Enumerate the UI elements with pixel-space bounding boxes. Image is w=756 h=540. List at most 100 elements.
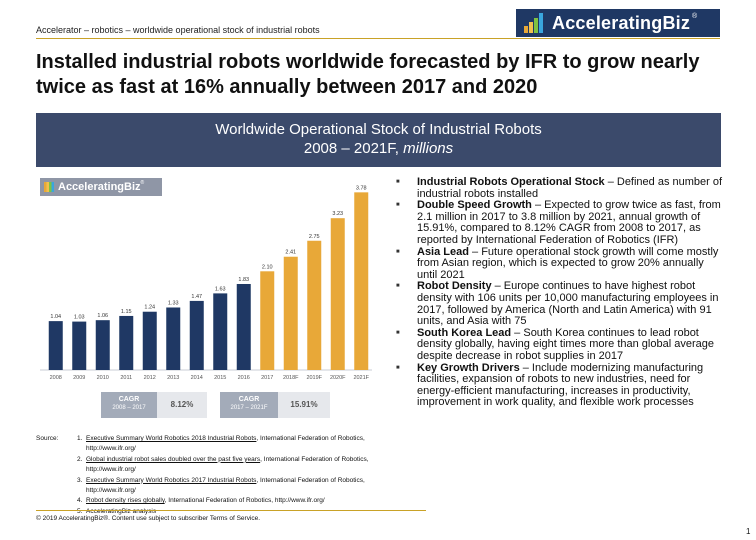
chart-subtitle-unit: millions bbox=[403, 140, 454, 157]
source-number: 4. bbox=[77, 497, 83, 505]
brand-registered-mark: ® bbox=[692, 13, 698, 20]
cagr-value-1: 8.12% bbox=[157, 392, 207, 418]
key-point: Industrial Robots Operational Stock – De… bbox=[396, 176, 726, 200]
key-point: South Korea Lead – South Korea continues… bbox=[396, 326, 726, 363]
chart-logo-name: AcceleratingBiz bbox=[58, 181, 141, 193]
source-text: , International Federation of Robotics, … bbox=[86, 435, 365, 453]
source-item: 4. Robot density rises globally, Internat… bbox=[77, 496, 386, 506]
bar-value-label: 2.75 bbox=[309, 234, 320, 240]
bar-value-label: 1.33 bbox=[168, 300, 179, 306]
brand-name: AcceleratingBiz bbox=[552, 12, 691, 33]
logo-mark-icon bbox=[44, 182, 54, 192]
key-point: Double Speed Growth – Expected to grow t… bbox=[396, 199, 726, 246]
source-link[interactable]: Robot density rises globally bbox=[86, 497, 165, 505]
cagr-title-1: CAGR bbox=[118, 396, 140, 403]
x-tick-label: 2017 bbox=[261, 375, 273, 381]
key-point-text: – South Korea continues to lead robot de… bbox=[417, 326, 714, 362]
key-point-term: South Korea Lead bbox=[417, 326, 512, 339]
bar-value-label: 2.10 bbox=[262, 264, 273, 270]
bar-value-label: 1.47 bbox=[191, 294, 202, 300]
x-tick-label: 2021F bbox=[353, 375, 369, 381]
x-tick-label: 2013 bbox=[167, 375, 179, 381]
page-number: 1 bbox=[746, 527, 751, 536]
key-point-term: Robot Density bbox=[417, 280, 492, 293]
key-point-term: Double Speed Growth bbox=[417, 199, 532, 212]
bar-value-label: 3.78 bbox=[356, 185, 367, 191]
bar-value-label: 1.83 bbox=[238, 277, 249, 283]
cagr-period-2: 2017 – 2021F bbox=[230, 405, 268, 411]
key-point: Asia Lead – Future operational stock gro… bbox=[396, 245, 726, 282]
x-tick-label: 2015 bbox=[214, 375, 226, 381]
bar-2014 bbox=[189, 300, 204, 370]
bar-value-label: 2.41 bbox=[285, 250, 296, 256]
bar-chart-svg: 1.04 2008 1.03 2009 1.06 2010 1.15 2011 1.24 2012… bbox=[40, 185, 372, 381]
source-number: 5. bbox=[77, 507, 83, 515]
bar-value-label: 1.24 bbox=[144, 305, 155, 311]
source-link[interactable]: Executive Summary World Robotics 2017 In… bbox=[86, 476, 257, 484]
x-tick-label: 2010 bbox=[97, 375, 109, 381]
key-point-text: – Expected to grow twice as fast, from 2… bbox=[417, 199, 721, 246]
copyright-notice: © 2019 AcceleratingBiz®. Content use sub… bbox=[36, 515, 261, 522]
brand-logo: AcceleratingBiz ® bbox=[516, 9, 720, 37]
chart-title: Worldwide Operational Stock of Industria… bbox=[215, 121, 542, 138]
bar-value-label: 1.06 bbox=[97, 313, 108, 319]
bar-2009 bbox=[72, 321, 87, 370]
source-item: 3. Executive Summary World Robotics 2017 … bbox=[77, 476, 386, 497]
key-point-term: Asia Lead bbox=[417, 245, 469, 258]
x-tick-label: 2011 bbox=[120, 375, 132, 381]
key-point-text: – Include modernizing manufacturing faci… bbox=[417, 361, 704, 409]
cagr-value-2: 15.91% bbox=[278, 392, 330, 418]
source-text: AcceleratingBiz analysis bbox=[86, 507, 157, 515]
cagr-panel-1: CAGR 2008 – 2017 8.12% bbox=[101, 392, 223, 418]
source-text: , International Federation of Robotics, … bbox=[86, 476, 365, 495]
bar-value-label: 1.03 bbox=[74, 315, 85, 321]
cagr-label-2: CAGR 2017 – 2021F bbox=[220, 392, 278, 418]
x-tick-label: 2009 bbox=[73, 375, 85, 381]
bar-2008 bbox=[48, 321, 63, 370]
bar-2013 bbox=[166, 307, 181, 370]
x-tick-label: 2014 bbox=[191, 375, 203, 381]
cagr-label-1: CAGR 2008 – 2017 bbox=[101, 392, 157, 418]
x-tick-label: 2020F bbox=[330, 375, 346, 381]
key-point-text: – Europe continues to have highest robot… bbox=[417, 280, 719, 328]
bar-2011 bbox=[119, 315, 134, 370]
x-tick-label: 2016 bbox=[238, 375, 250, 381]
source-link[interactable]: Global industrial robot sales doubled ov… bbox=[86, 455, 261, 463]
sources-label: Source: bbox=[36, 435, 59, 442]
sources: Source: 1. Executive Summary World Roboti… bbox=[36, 434, 386, 517]
chart-subtitle: 2008 – 2021F, millions bbox=[36, 139, 721, 158]
cagr-panel-2: CAGR 2017 – 2021F 15.91% bbox=[220, 392, 350, 418]
breadcrumb: Accelerator – robotics – worldwide opera… bbox=[36, 25, 320, 35]
footer-divider bbox=[36, 510, 426, 511]
bar-2021F bbox=[354, 192, 369, 370]
source-text: , International Federation of Robotics, … bbox=[86, 455, 369, 474]
bar-2018F bbox=[283, 256, 298, 370]
chart-logo-registered-mark: ® bbox=[140, 180, 145, 186]
x-tick-label: 2018F bbox=[283, 375, 299, 381]
bar-value-label: 1.04 bbox=[50, 314, 61, 320]
bar-chart: 1.04 2008 1.03 2009 1.06 2010 1.15 2011 1.24 2012… bbox=[36, 170, 375, 425]
key-point-text: – Defined as number of industrial robots… bbox=[417, 176, 723, 200]
header-divider bbox=[36, 38, 720, 39]
source-link[interactable]: Executive Summary World Robotics 2018 In… bbox=[86, 435, 257, 442]
x-tick-label: 2012 bbox=[144, 375, 156, 381]
key-point-text: – Future operational stock growth will c… bbox=[417, 245, 719, 281]
x-tick-label: 2019F bbox=[306, 375, 322, 381]
source-item: 1. Executive Summary World Robotics 2018 … bbox=[77, 434, 386, 455]
bar-2017 bbox=[260, 271, 275, 370]
key-point: Robot Density – Europe continues to have… bbox=[396, 281, 726, 327]
x-tick-label: 2008 bbox=[50, 375, 62, 381]
bar-2019F bbox=[307, 240, 322, 370]
source-number: 2. bbox=[77, 455, 83, 463]
key-point: Key Growth Drivers – Include modernizing… bbox=[396, 361, 726, 409]
bar-chart-logo-icon bbox=[524, 13, 544, 33]
chart-banner: Worldwide Operational Stock of Industria… bbox=[36, 113, 721, 167]
key-point-term: Key Growth Drivers bbox=[417, 361, 520, 374]
page-title: Installed industrial robots worldwide fo… bbox=[36, 51, 700, 98]
bar-2012 bbox=[142, 311, 157, 370]
sources-list: 1. Executive Summary World Robotics 2018 … bbox=[77, 434, 386, 517]
cagr-period-1: 2008 – 2017 bbox=[112, 405, 146, 411]
bar-value-label: 1.63 bbox=[215, 286, 226, 292]
chart-subtitle-period: 2008 – 2021F, bbox=[303, 140, 404, 157]
bar-2016 bbox=[236, 283, 251, 370]
